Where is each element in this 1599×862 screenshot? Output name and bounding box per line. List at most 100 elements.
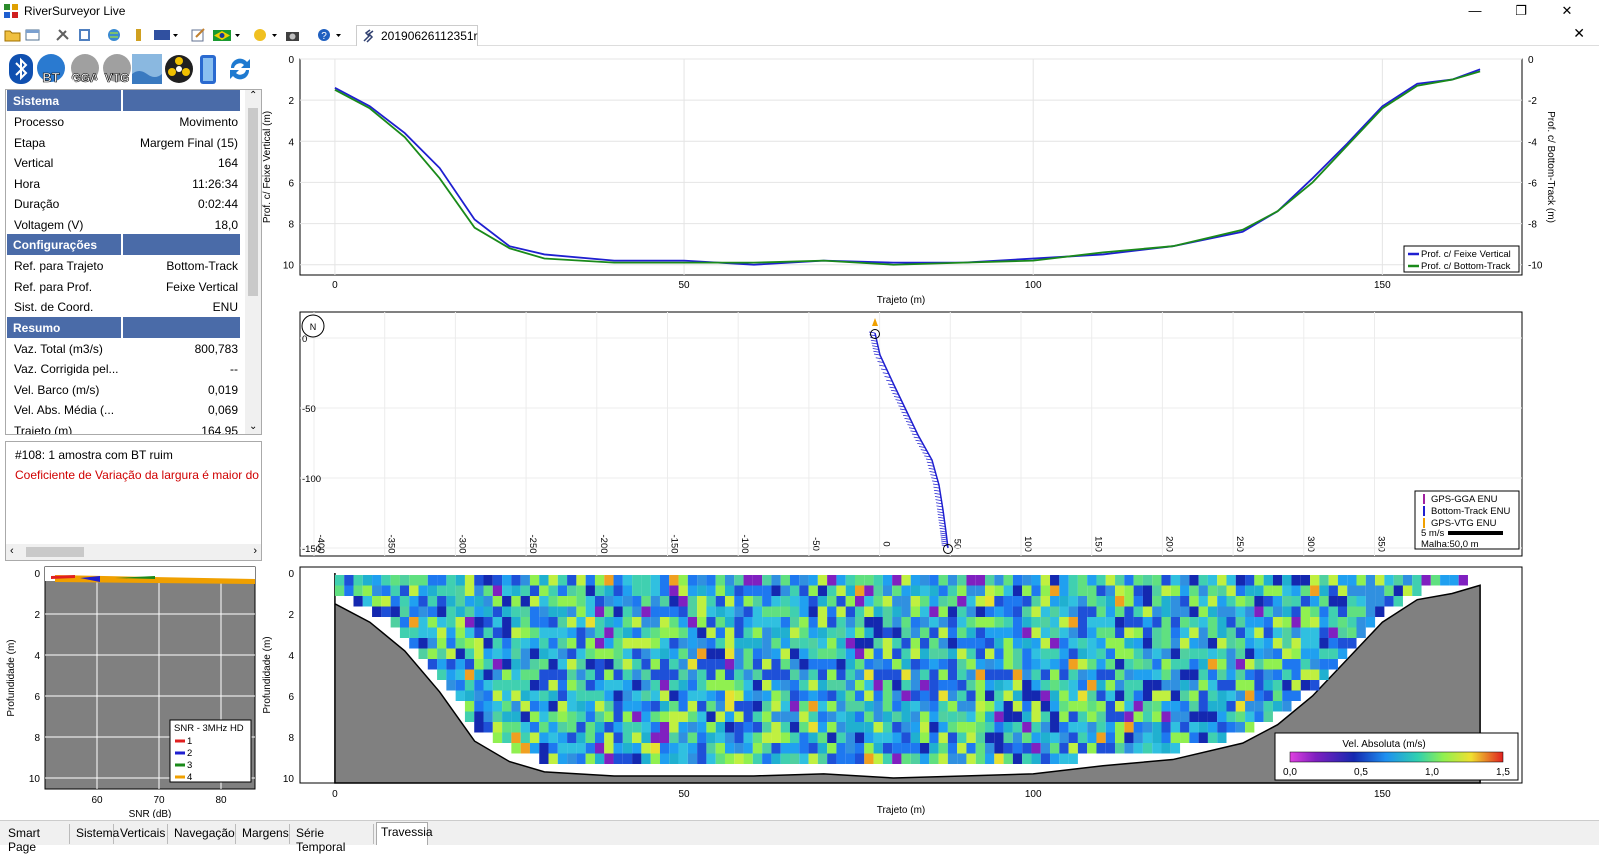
tab-travessia[interactable]: Travessia: [376, 822, 433, 845]
velocity-cell: [409, 585, 419, 596]
globe-icon[interactable]: [106, 27, 123, 43]
velocity-cell: [1022, 606, 1032, 617]
property-row[interactable]: Processo Movimento: [6, 111, 242, 132]
document-tab[interactable]: 20190626112351r: [356, 25, 478, 46]
property-row[interactable]: Vaz. Total (m3/s) 800,783: [6, 338, 242, 359]
velocity-cell: [1003, 617, 1013, 628]
velocity-cell: [548, 648, 558, 659]
velocity-cell: [1133, 585, 1143, 596]
track-chart[interactable]: -400 -350 -300 -250 -200 -150 -100 -50 0 50 100 150…: [262, 310, 1562, 560]
velocity-vector: [895, 399, 902, 402]
velocity-vector: [935, 499, 942, 502]
book-icon[interactable]: [76, 27, 93, 43]
velocity-cell: [632, 669, 642, 680]
velocity-cell: [975, 722, 986, 733]
scroll-thumb[interactable]: [26, 547, 84, 557]
bluetooth-icon[interactable]: [8, 53, 34, 85]
property-row[interactable]: Voltagem (V) 18,0: [6, 214, 242, 235]
close-button[interactable]: ✕: [1561, 3, 1573, 18]
folder-icon[interactable]: [24, 27, 41, 43]
minimize-button[interactable]: —: [1468, 3, 1482, 18]
velocity-cell: [920, 596, 930, 607]
velocity-cell: [1347, 585, 1357, 596]
messages-panel: #108: 1 amostra com BT ruim Coeficiente …: [5, 441, 262, 561]
velocity-cell: [613, 638, 623, 649]
property-row[interactable]: Vertical 164: [6, 152, 242, 173]
velocity-cell: [576, 743, 586, 754]
property-value: --: [230, 362, 238, 376]
velocity-cell: [1207, 711, 1218, 722]
velocity-vector: [929, 471, 936, 473]
scroll-right-icon[interactable]: ›: [253, 545, 257, 557]
tab-verticais[interactable]: Verticais: [116, 824, 168, 844]
scroll-down-icon[interactable]: ⌄: [249, 421, 258, 432]
velocity-cell: [576, 753, 586, 764]
battery-level-icon[interactable]: [198, 53, 218, 85]
property-row[interactable]: Ref. para Trajeto Bottom-Track: [6, 255, 242, 276]
velocity-cell: [762, 638, 772, 649]
velocity-cell: [1235, 585, 1246, 596]
velocity-cell: [1300, 617, 1311, 628]
property-row[interactable]: Ref. para Prof. Feixe Vertical: [6, 276, 242, 297]
property-row[interactable]: Hora 11:26:34: [6, 173, 242, 194]
open-folder-icon[interactable]: [4, 27, 21, 43]
tab-margens[interactable]: Margens: [238, 824, 290, 844]
scroll-up-icon[interactable]: ⌃: [249, 90, 258, 101]
edit-icon[interactable]: [190, 27, 207, 43]
bottom-track-icon[interactable]: BT: [36, 53, 66, 85]
gga-gps-icon[interactable]: GGA: [68, 53, 102, 85]
scroll-left-icon[interactable]: ‹: [10, 545, 14, 557]
hand-dropdown-icon[interactable]: [252, 27, 280, 43]
battery-icon[interactable]: [130, 27, 147, 43]
property-row[interactable]: Etapa Margem Final (15): [6, 132, 242, 153]
scroll-thumb[interactable]: [248, 108, 258, 296]
property-row[interactable]: Duração 0:02:44: [6, 193, 242, 214]
tab-série-temporal[interactable]: Série Temporal: [292, 824, 374, 854]
velocity-cell: [827, 711, 837, 722]
property-row[interactable]: Vel. Abs. Média (... 0,069: [6, 399, 242, 420]
transducer-icon[interactable]: [164, 54, 194, 84]
velocity-cell: [1050, 669, 1060, 680]
property-row[interactable]: Trajeto (m) 164,95: [6, 420, 242, 435]
velocity-cell: [381, 585, 391, 596]
help-icon[interactable]: ?: [316, 27, 344, 43]
section-header[interactable]: Sistema: [6, 90, 242, 112]
velocity-cell: [1207, 606, 1218, 617]
vtg-gps-icon[interactable]: VTG: [100, 53, 134, 85]
refresh-icon[interactable]: [226, 54, 254, 84]
velocity-cell: [1115, 617, 1125, 628]
velocity-cell: [1031, 743, 1041, 754]
section-header[interactable]: Resumo: [6, 316, 242, 339]
velocity-cell: [1068, 575, 1078, 586]
restore-button[interactable]: ❐: [1515, 3, 1527, 18]
velocity-cell: [901, 575, 911, 586]
property-row[interactable]: Sist. de Coord. ENU: [6, 296, 242, 317]
messages-horizontal-scrollbar[interactable]: ‹ ›: [6, 544, 261, 560]
camera-icon[interactable]: [284, 27, 301, 43]
velocity-vector: [913, 436, 920, 439]
tab-sistema[interactable]: Sistema: [72, 824, 119, 844]
velocity-cell: [1031, 722, 1041, 733]
language-flag-icon[interactable]: [212, 27, 242, 43]
velocity-cell: [910, 659, 921, 670]
property-row[interactable]: Vel. Barco (m/s) 0,019: [6, 379, 242, 400]
velocity-cell: [687, 585, 698, 596]
velocity-cell: [1180, 690, 1190, 701]
tab-navegação[interactable]: Navegação: [170, 824, 236, 844]
section-header[interactable]: Configurações: [6, 234, 242, 256]
property-row[interactable]: Vaz. Corrigida pel... --: [6, 358, 242, 379]
tools-icon[interactable]: [54, 27, 71, 43]
water-level-icon[interactable]: [132, 54, 162, 84]
velocity-cell: [697, 732, 707, 743]
properties-scrollbar[interactable]: ⌃ ⌄: [245, 90, 261, 434]
close-document-button[interactable]: ✕: [1573, 25, 1585, 41]
velocity-cell: [1050, 585, 1060, 596]
velocity-cell: [901, 638, 911, 649]
velocity-cell: [1124, 627, 1134, 638]
tab-smart-page[interactable]: Smart Page: [4, 824, 70, 854]
velocity-cell: [985, 585, 995, 596]
device-dropdown-icon[interactable]: [152, 27, 180, 43]
